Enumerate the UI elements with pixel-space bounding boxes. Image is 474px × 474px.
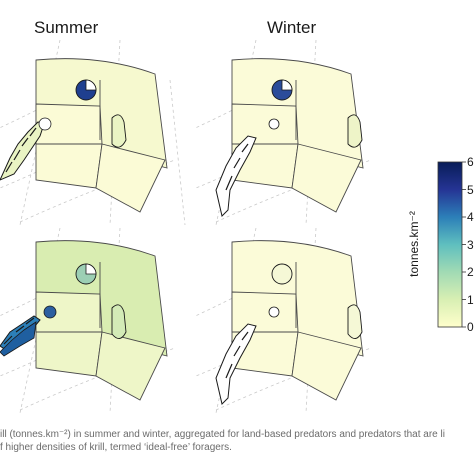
colorbar-tick-label: 0 (467, 320, 474, 334)
colorbar-tick-label: 3 (467, 237, 474, 252)
colorbar-unit-label: tonnes.km⁻² (407, 211, 421, 277)
subarea-bottom-right (95, 331, 166, 401)
colorbar-gradient (437, 161, 463, 328)
colorbar-tick-label: 1 (467, 292, 474, 307)
south-orkney-island (111, 114, 127, 148)
summer-bottom-map (0, 228, 176, 414)
colony-mid (268, 306, 280, 318)
winter-bottom-map (196, 228, 372, 414)
colorbar-ticks (462, 161, 466, 328)
colorbar-tick-label: 5 (467, 182, 474, 197)
colony-mid (268, 118, 280, 130)
winter-top-map (196, 40, 372, 226)
caption-line-1: ill (tonnes.km⁻²) in summer and winter, … (0, 429, 445, 440)
colorbar (437, 161, 466, 328)
subarea-lower-mid (231, 291, 299, 333)
colony-north (271, 263, 293, 285)
colony-mid (43, 305, 57, 319)
caption-line-2: f higher densities of krill, termed ‘ide… (0, 442, 232, 453)
south-orkney-island (347, 304, 363, 339)
colorbar-tick-label: 4 (467, 210, 474, 224)
subarea-bottom (35, 331, 103, 377)
subarea-lower-mid (231, 103, 299, 145)
colorbar-tick-label: 2 (467, 265, 474, 279)
summer-column-title: Summer (34, 18, 99, 37)
peninsula-coast (215, 323, 257, 405)
south-orkney-island (347, 114, 363, 148)
summer-top-map (0, 40, 186, 226)
subarea-bottom-right (95, 143, 166, 213)
peninsula-coast (0, 315, 41, 357)
figure-caption: ill (tonnes.km⁻²) in summer and winter, … (0, 428, 474, 454)
peninsula-coast (215, 135, 257, 217)
subarea-bottom (35, 143, 103, 189)
colorbar-tick-label: 6 (467, 155, 474, 169)
colony-mid (38, 117, 52, 131)
subarea-bottom-right (291, 331, 362, 401)
subarea-bottom-right (291, 143, 362, 213)
winter-column-title: Winter (267, 18, 317, 37)
south-orkney-island (111, 304, 127, 339)
